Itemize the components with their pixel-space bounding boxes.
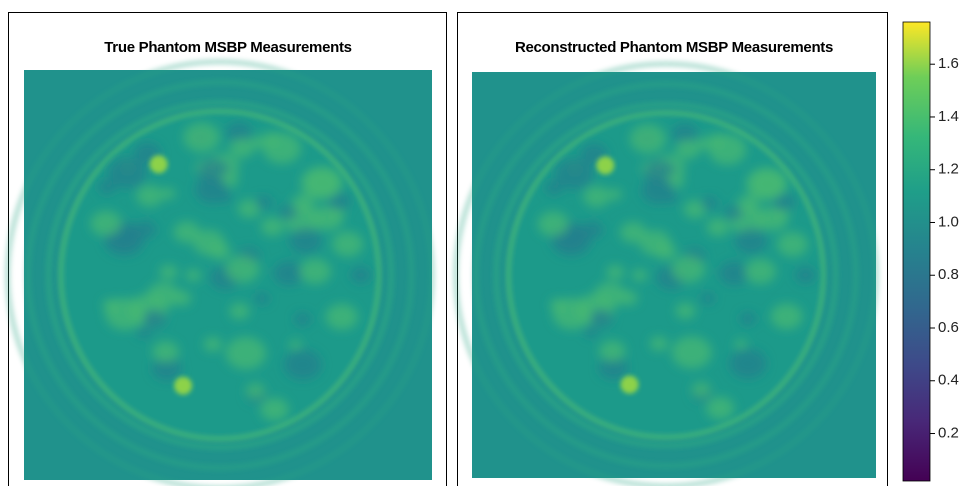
blob: [183, 123, 219, 152]
blob: [186, 269, 201, 281]
blob: [707, 218, 730, 236]
colorbar-tick-label: 0.2: [938, 424, 959, 441]
blob: [771, 304, 803, 330]
blob: [584, 326, 598, 337]
blob: [545, 181, 563, 195]
colorbar: [903, 22, 930, 481]
blob: [351, 267, 372, 283]
blob: [256, 196, 273, 209]
blob: [150, 155, 168, 173]
blob: [596, 156, 614, 174]
blob: [676, 139, 700, 159]
blob: [642, 178, 675, 204]
blob: [608, 189, 622, 200]
blob: [90, 211, 121, 236]
blob: [675, 303, 695, 319]
blob: [630, 124, 666, 153]
blob: [671, 256, 705, 283]
colorbar-tick-label: 0.8: [938, 266, 959, 283]
blob: [152, 341, 178, 362]
blob: [709, 133, 725, 146]
blob: [552, 298, 591, 330]
blob: [292, 194, 314, 212]
blob: [737, 195, 759, 213]
blob: [672, 336, 712, 368]
blob: [300, 259, 331, 284]
blob: [261, 217, 284, 235]
blob: [230, 138, 255, 158]
blob: [98, 180, 116, 194]
heatmap: [456, 64, 876, 486]
colorbar-tick-label: 1.2: [938, 161, 959, 178]
blob: [719, 261, 749, 285]
blob: [583, 186, 609, 207]
blob: [619, 290, 638, 305]
blob: [538, 212, 569, 237]
blob: [143, 313, 155, 323]
blob: [777, 232, 808, 257]
blob: [172, 290, 191, 305]
blob: [795, 267, 815, 283]
blob: [284, 349, 322, 379]
blob: [225, 255, 259, 282]
blob: [260, 398, 288, 421]
blob: [137, 327, 151, 338]
blob: [290, 227, 322, 253]
blob: [136, 185, 163, 206]
blob: [632, 269, 647, 281]
blob: [246, 383, 265, 398]
blob: [263, 132, 280, 145]
blob: [195, 177, 228, 203]
blob: [692, 382, 711, 397]
colorbar-tick-label: 1.4: [938, 108, 959, 125]
blob: [729, 349, 766, 379]
heatmap: [8, 62, 432, 486]
blob: [294, 312, 311, 325]
blob: [599, 341, 625, 362]
blob: [332, 232, 363, 257]
blob: [746, 168, 786, 200]
blob: [226, 337, 266, 369]
blob: [204, 337, 222, 352]
blob: [255, 293, 270, 305]
blob: [606, 265, 624, 280]
blob: [740, 312, 756, 325]
blob: [735, 339, 747, 349]
blob: [650, 336, 668, 350]
page: {"chart_data": [ {"type": "image", "titl…: [0, 0, 968, 486]
blob: [105, 298, 145, 330]
blob: [174, 221, 200, 242]
blob: [620, 222, 646, 243]
blob: [701, 196, 717, 209]
colorbar-tick-label: 1.6: [938, 55, 959, 72]
blob: [701, 292, 716, 304]
blob: [656, 243, 677, 260]
blob: [326, 304, 358, 330]
blob: [706, 397, 734, 420]
blob: [735, 228, 767, 254]
blob: [289, 340, 301, 350]
panel-title: Reconstructed Phantom MSBP Measurements: [515, 39, 833, 56]
colorbar-tick-label: 0.4: [938, 372, 959, 389]
blob: [621, 376, 639, 394]
figure: True Phantom MSBP Measurements Reconstru…: [0, 0, 968, 486]
blob: [229, 303, 249, 319]
blob: [301, 167, 342, 200]
blob: [161, 188, 175, 200]
colorbar-tick-label: 1.0: [938, 213, 959, 230]
colorbar-tick-label: 0.6: [938, 319, 959, 336]
blob: [274, 261, 304, 285]
blob: [159, 265, 177, 280]
blob: [745, 259, 776, 284]
blob: [174, 377, 192, 395]
blob: [590, 313, 602, 323]
panel-title: True Phantom MSBP Measurements: [104, 39, 351, 56]
blob: [210, 243, 231, 260]
